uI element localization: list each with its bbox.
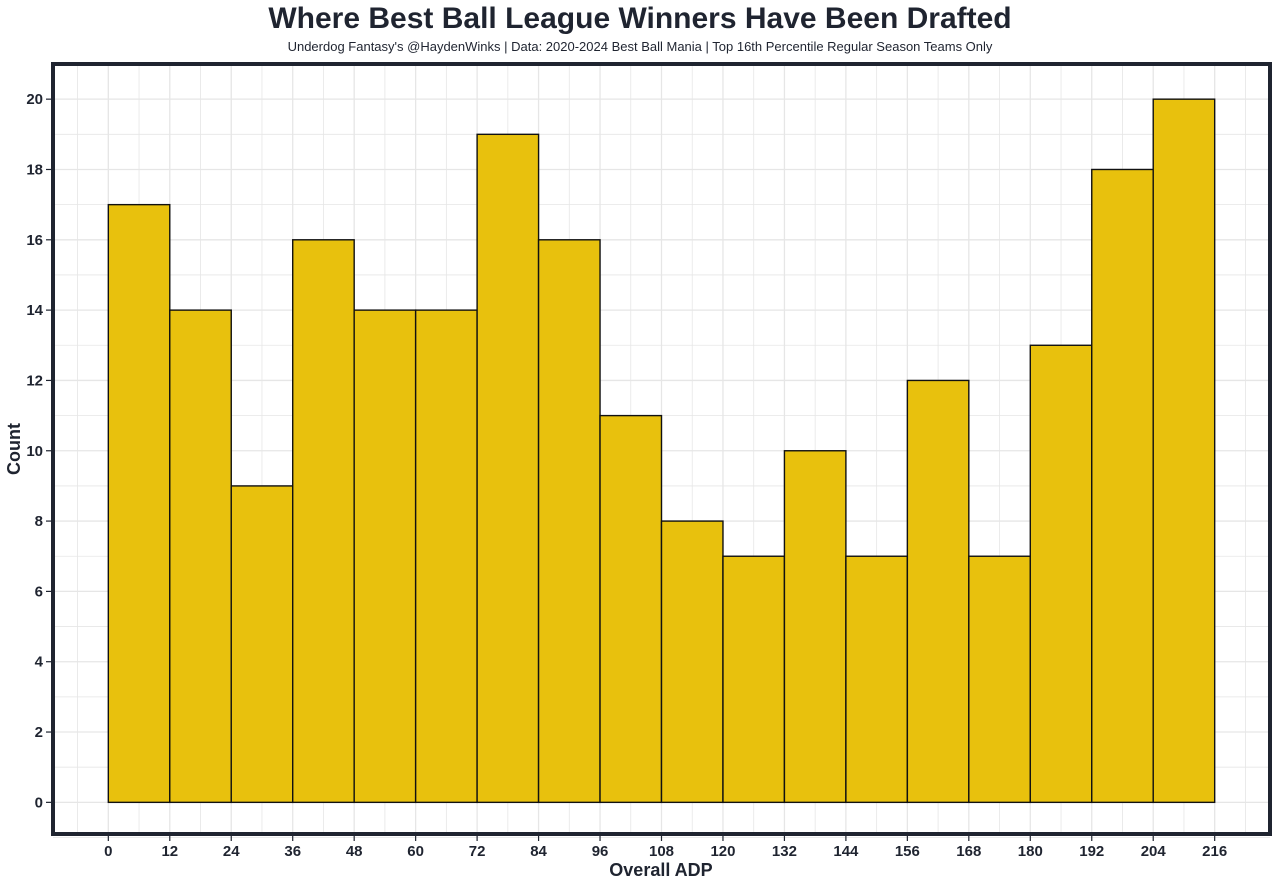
- x-axis-title: Overall ADP: [609, 860, 712, 880]
- y-tick-label: 8: [35, 513, 43, 530]
- bar-132-144: [783, 450, 847, 804]
- histogram-bars: [107, 98, 1216, 804]
- bar-96-108: [599, 414, 663, 804]
- y-tick-label: 6: [35, 583, 43, 600]
- x-tick-label: 96: [592, 843, 609, 860]
- x-tick-label: 204: [1141, 843, 1167, 860]
- x-tick-label: 24: [223, 843, 240, 860]
- bar-84-96: [537, 239, 601, 804]
- bar-156-168: [906, 379, 970, 804]
- bar-108-120: [660, 520, 724, 804]
- chart-title: Where Best Ball League Winners Have Been…: [268, 2, 1012, 35]
- bar-24-36: [230, 485, 294, 804]
- x-tick-label: 168: [956, 843, 981, 860]
- x-tick-label: 36: [284, 843, 301, 860]
- x-tick-label: 120: [710, 843, 735, 860]
- bar-72-84: [476, 133, 540, 804]
- bar-36-48: [292, 239, 355, 804]
- bar-48-60: [353, 309, 417, 804]
- y-axis-title: Count: [4, 423, 24, 475]
- x-tick-label: 0: [104, 843, 112, 860]
- y-tick-label: 4: [35, 654, 44, 671]
- y-tick-label: 0: [35, 794, 43, 811]
- bar-192-204: [1091, 168, 1154, 804]
- bar-12-24: [169, 309, 232, 804]
- y-tick-label: 20: [26, 91, 43, 108]
- x-tick-label: 192: [1079, 843, 1104, 860]
- y-tick-label: 10: [26, 443, 43, 460]
- bar-204-216: [1152, 98, 1216, 804]
- y-tick-label: 12: [26, 372, 43, 389]
- chart-subtitle: Underdog Fantasy's @HaydenWinks | Data: …: [287, 39, 993, 54]
- x-tick-label: 144: [833, 843, 859, 860]
- y-tick-label: 16: [26, 232, 43, 249]
- y-tick-label: 18: [26, 161, 43, 178]
- y-axis-ticks: 0 2 4 6 8 10 12 14 16 18 20: [26, 91, 51, 811]
- bar-0-12: [107, 203, 171, 804]
- bar-120-132: [722, 555, 786, 804]
- x-tick-label: 60: [407, 843, 424, 860]
- bar-60-72: [414, 309, 478, 804]
- x-tick-label: 216: [1202, 843, 1227, 860]
- bar-144-156: [845, 555, 909, 804]
- plot-frame: [51, 62, 1272, 836]
- x-tick-label: 48: [346, 843, 363, 860]
- x-tick-label: 156: [895, 843, 920, 860]
- x-tick-label: 12: [161, 843, 178, 860]
- x-axis-ticks: 0 12 24 36 48 60 72 84 96 108 120 132 144 156 168 180 19…: [104, 836, 1227, 860]
- x-tick-label: 84: [530, 843, 547, 860]
- x-tick-label: 132: [772, 843, 797, 860]
- bar-168-180: [968, 555, 1031, 804]
- x-tick-label: 108: [649, 843, 674, 860]
- bar-180-192: [1029, 344, 1093, 804]
- y-tick-label: 14: [26, 302, 43, 319]
- y-tick-label: 2: [35, 724, 43, 741]
- x-tick-label: 180: [1018, 843, 1043, 860]
- x-tick-label: 72: [469, 843, 486, 860]
